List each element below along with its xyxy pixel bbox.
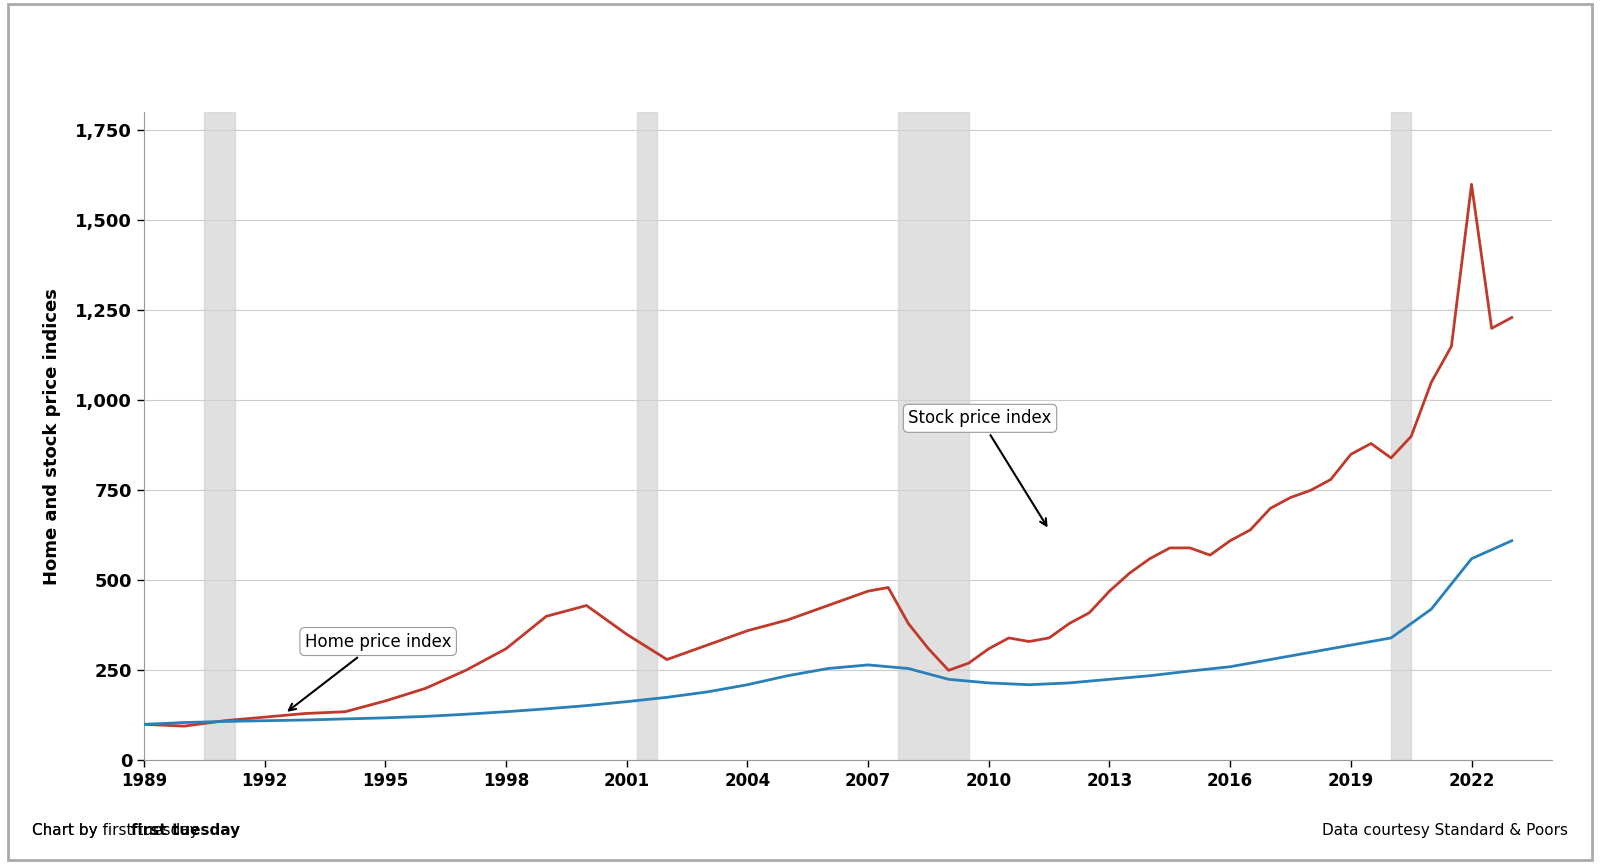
Text: Chart by first tuesday: Chart by first tuesday — [32, 823, 198, 838]
Text: Chart by: Chart by — [32, 823, 102, 838]
Bar — [637, 112, 658, 760]
Text: Home price index: Home price index — [290, 632, 451, 710]
Text: Data courtesy Standard & Poors: Data courtesy Standard & Poors — [1322, 823, 1568, 838]
Bar — [1390, 112, 1411, 760]
Bar — [205, 112, 235, 760]
Y-axis label: Home and stock price indices: Home and stock price indices — [43, 288, 61, 585]
Text: first tuesday: first tuesday — [131, 823, 240, 838]
Text: Stock price index: Stock price index — [909, 410, 1051, 525]
Bar — [898, 112, 968, 760]
Text: Home Price Index vs. Stock Price Index: 1989=100: Home Price Index vs. Stock Price Index: … — [325, 35, 1275, 68]
